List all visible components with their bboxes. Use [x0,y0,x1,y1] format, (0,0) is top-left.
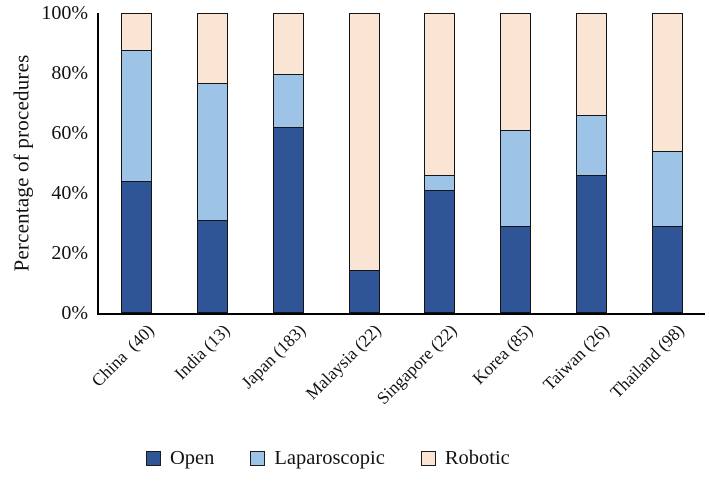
legend-swatch-laparoscopic [250,451,266,466]
y-tick-label: 60% [51,122,88,144]
y-tick-label: 0% [61,302,88,324]
legend-label: Laparoscopic [274,447,385,469]
bar-segment-laparoscopic [273,73,303,128]
bar-segment-robotic [501,14,531,131]
bars-container [99,13,705,313]
bar-slot [629,13,705,313]
bar-segment-laparoscopic [652,151,682,226]
stacked-bar [575,13,607,313]
stacked-bar [272,13,304,313]
stacked-bar [500,13,532,313]
y-tick-label: 20% [51,242,88,264]
bar-slot [99,13,175,313]
bar-segment-open [652,225,682,312]
bar-segment-open [349,270,379,312]
stacked-bar [651,13,683,313]
y-tick-label: 80% [51,62,88,84]
legend-label: Open [170,447,215,469]
legend-item-robotic: Robotic [420,447,510,470]
x-tick-label: Taiwan (26) [538,320,613,395]
x-tick-label: China (40) [87,320,159,391]
bar-segment-laparoscopic [198,82,228,220]
bar-segment-robotic [122,14,152,50]
bar-segment-robotic [198,14,228,83]
bar-slot [175,13,251,313]
bar-segment-open [273,127,303,312]
stacked-bar [348,13,380,313]
stacked-bar [121,13,153,313]
bar-segment-open [198,219,228,312]
bar-segment-open [576,174,606,312]
x-tick-label: Thailand (98) [606,320,689,402]
legend-item-open: Open [146,447,214,470]
bar-segment-robotic [425,14,455,175]
y-tick-label: 40% [51,182,88,204]
bar-segment-robotic [652,14,682,152]
bar-segment-laparoscopic [122,49,152,181]
y-tick-label: 100% [41,2,88,24]
bar-slot [251,13,327,313]
bar-segment-laparoscopic [425,174,455,190]
bar-segment-robotic [273,14,303,74]
legend: Open Laparoscopic Robotic [146,447,510,470]
bar-segment-robotic [576,14,606,116]
legend-label: Robotic [444,447,510,469]
bar-slot [478,13,554,313]
bar-slot [554,13,630,313]
plot-area [97,13,705,315]
legend-swatch-open [146,451,161,466]
bar-segment-open [501,225,531,312]
legend-item-laparoscopic: Laparoscopic [250,447,385,470]
x-tick-label: Japan (183) [237,320,310,393]
bar-segment-open [425,189,455,312]
bar-segment-laparoscopic [501,130,531,226]
stacked-bar [197,13,229,313]
bar-segment-open [122,180,152,312]
x-tick-label: Singapore (22) [372,320,462,409]
bar-segment-laparoscopic [576,115,606,175]
bar-slot [402,13,478,313]
x-tick-label: Korea (85) [468,320,537,389]
bar-slot [326,13,402,313]
legend-swatch-robotic [420,451,436,466]
y-axis-title: Percentage of procedures [9,54,34,272]
stacked-bar [424,13,456,313]
bar-segment-robotic [349,14,379,271]
x-tick-label: India (13) [170,320,234,384]
